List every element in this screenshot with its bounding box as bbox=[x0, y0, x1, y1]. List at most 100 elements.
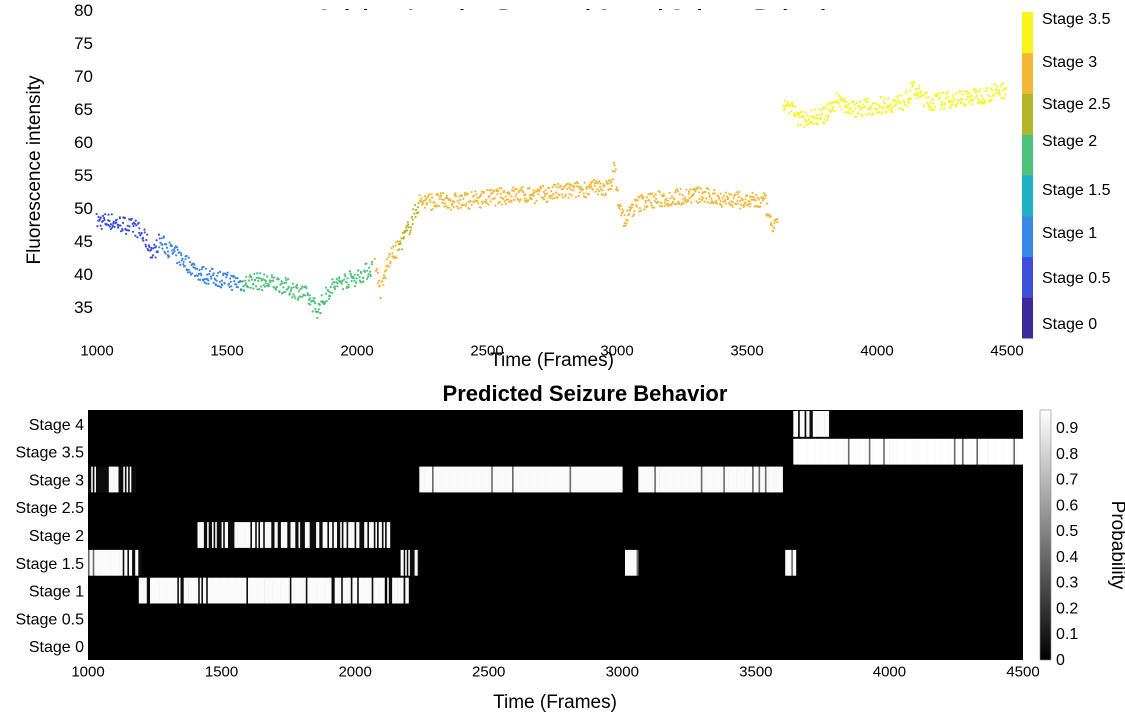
heatmap-cell bbox=[707, 466, 710, 493]
scatter-point bbox=[947, 99, 951, 102]
scatter-point bbox=[992, 94, 996, 97]
heatmap-cell bbox=[897, 438, 900, 465]
heatmap-cell bbox=[113, 466, 116, 493]
scatter-point bbox=[360, 272, 363, 275]
heatmap-cell bbox=[508, 466, 511, 493]
scatter-point bbox=[620, 214, 623, 217]
scatter-point bbox=[266, 275, 269, 278]
heatmap-cell bbox=[827, 411, 830, 437]
scatter-point bbox=[427, 193, 430, 196]
scatter-y-tick: 60 bbox=[74, 133, 93, 152]
heatmap-cell bbox=[791, 549, 794, 576]
scatter-point bbox=[644, 199, 647, 202]
stage-colorbar-segment bbox=[1022, 175, 1033, 217]
scatter-point bbox=[152, 247, 155, 250]
scatter-point bbox=[970, 103, 973, 106]
heatmap-cell bbox=[288, 522, 291, 548]
heatmap-cell bbox=[372, 522, 375, 548]
heatmap-cell bbox=[620, 466, 623, 493]
heatmap-cell bbox=[907, 438, 910, 465]
heatmap-cell bbox=[798, 438, 800, 465]
heatmap-cell bbox=[936, 438, 939, 465]
heatmap-cell bbox=[333, 522, 336, 548]
scatter-point bbox=[850, 112, 853, 115]
heatmap-cell bbox=[96, 466, 98, 493]
probability-colorbar-tick: 0.3 bbox=[1056, 575, 1078, 592]
scatter-point bbox=[274, 288, 277, 291]
heatmap-cell bbox=[211, 577, 213, 604]
heatmap-cell bbox=[212, 522, 214, 548]
scatter-point bbox=[452, 205, 455, 208]
scatter-point bbox=[980, 94, 983, 98]
scatter-point bbox=[658, 190, 662, 194]
scatter-point bbox=[280, 280, 283, 283]
heatmap-cell bbox=[953, 438, 956, 465]
scatter-point bbox=[460, 194, 464, 197]
scatter-point bbox=[896, 95, 899, 98]
scatter-point bbox=[113, 225, 116, 228]
scatter-point bbox=[858, 100, 862, 103]
scatter-point bbox=[607, 179, 611, 182]
heatmap-cell bbox=[383, 522, 386, 548]
scatter-point bbox=[783, 109, 786, 112]
heatmap-x-tick: 2500 bbox=[472, 663, 505, 680]
scatter-point bbox=[842, 97, 846, 100]
heatmap-cell bbox=[118, 466, 121, 493]
heatmap-cell bbox=[798, 411, 800, 437]
scatter-point bbox=[175, 254, 178, 257]
scatter-point bbox=[112, 220, 115, 223]
scatter-point bbox=[188, 260, 192, 264]
scatter-point bbox=[290, 288, 293, 291]
scatter-point bbox=[244, 279, 247, 282]
heatmap-cell bbox=[684, 466, 687, 493]
scatter-point bbox=[916, 93, 919, 96]
heatmap-cell bbox=[794, 438, 797, 465]
scatter-point bbox=[196, 267, 199, 270]
heatmap-cell bbox=[190, 577, 193, 604]
scatter-point bbox=[929, 101, 932, 104]
scatter-x-tick: 2500 bbox=[470, 342, 503, 359]
scatter-point bbox=[212, 281, 215, 284]
scatter-point bbox=[150, 246, 153, 250]
scatter-chart: Calcium Imaging Data and Actual Seizure … bbox=[24, 1, 1111, 371]
scatter-point bbox=[243, 289, 246, 293]
heatmap-cell bbox=[672, 466, 674, 493]
scatter-point bbox=[413, 212, 416, 215]
scatter-point bbox=[468, 207, 471, 210]
scatter-point bbox=[551, 186, 554, 189]
heatmap-cell bbox=[865, 438, 868, 465]
scatter-point bbox=[520, 189, 523, 192]
heatmap-cell bbox=[151, 577, 154, 604]
heatmap-cell bbox=[692, 466, 695, 493]
scatter-point bbox=[979, 88, 982, 91]
heatmap-cell bbox=[662, 466, 665, 493]
scatter-y-tick: 40 bbox=[74, 265, 93, 284]
heatmap-cell bbox=[329, 577, 332, 604]
heatmap-cell bbox=[347, 577, 350, 604]
heatmap-cell bbox=[824, 411, 827, 437]
scatter-point bbox=[343, 273, 346, 276]
heatmap-cell bbox=[121, 549, 123, 576]
scatter-point bbox=[710, 197, 713, 200]
scatter-x-tick: 2000 bbox=[340, 342, 373, 359]
scatter-point bbox=[673, 198, 676, 201]
heatmap-cell bbox=[929, 438, 932, 465]
scatter-point bbox=[342, 288, 345, 291]
scatter-point bbox=[443, 205, 446, 208]
heatmap-cell bbox=[143, 577, 146, 604]
scatter-point bbox=[995, 84, 999, 87]
heatmap-cell bbox=[191, 577, 194, 604]
scatter-point bbox=[674, 191, 677, 194]
heatmap-cell bbox=[931, 438, 934, 465]
scatter-point bbox=[733, 193, 737, 196]
scatter-point bbox=[118, 217, 121, 220]
scatter-x-tick: 3000 bbox=[600, 342, 633, 359]
scatter-point bbox=[135, 224, 138, 227]
heatmap-cell bbox=[451, 466, 454, 493]
heatmap-cell bbox=[647, 466, 650, 493]
heatmap-cell bbox=[293, 522, 296, 548]
scatter-point bbox=[307, 302, 310, 305]
scatter-point bbox=[925, 91, 929, 94]
scatter-point bbox=[486, 188, 489, 192]
